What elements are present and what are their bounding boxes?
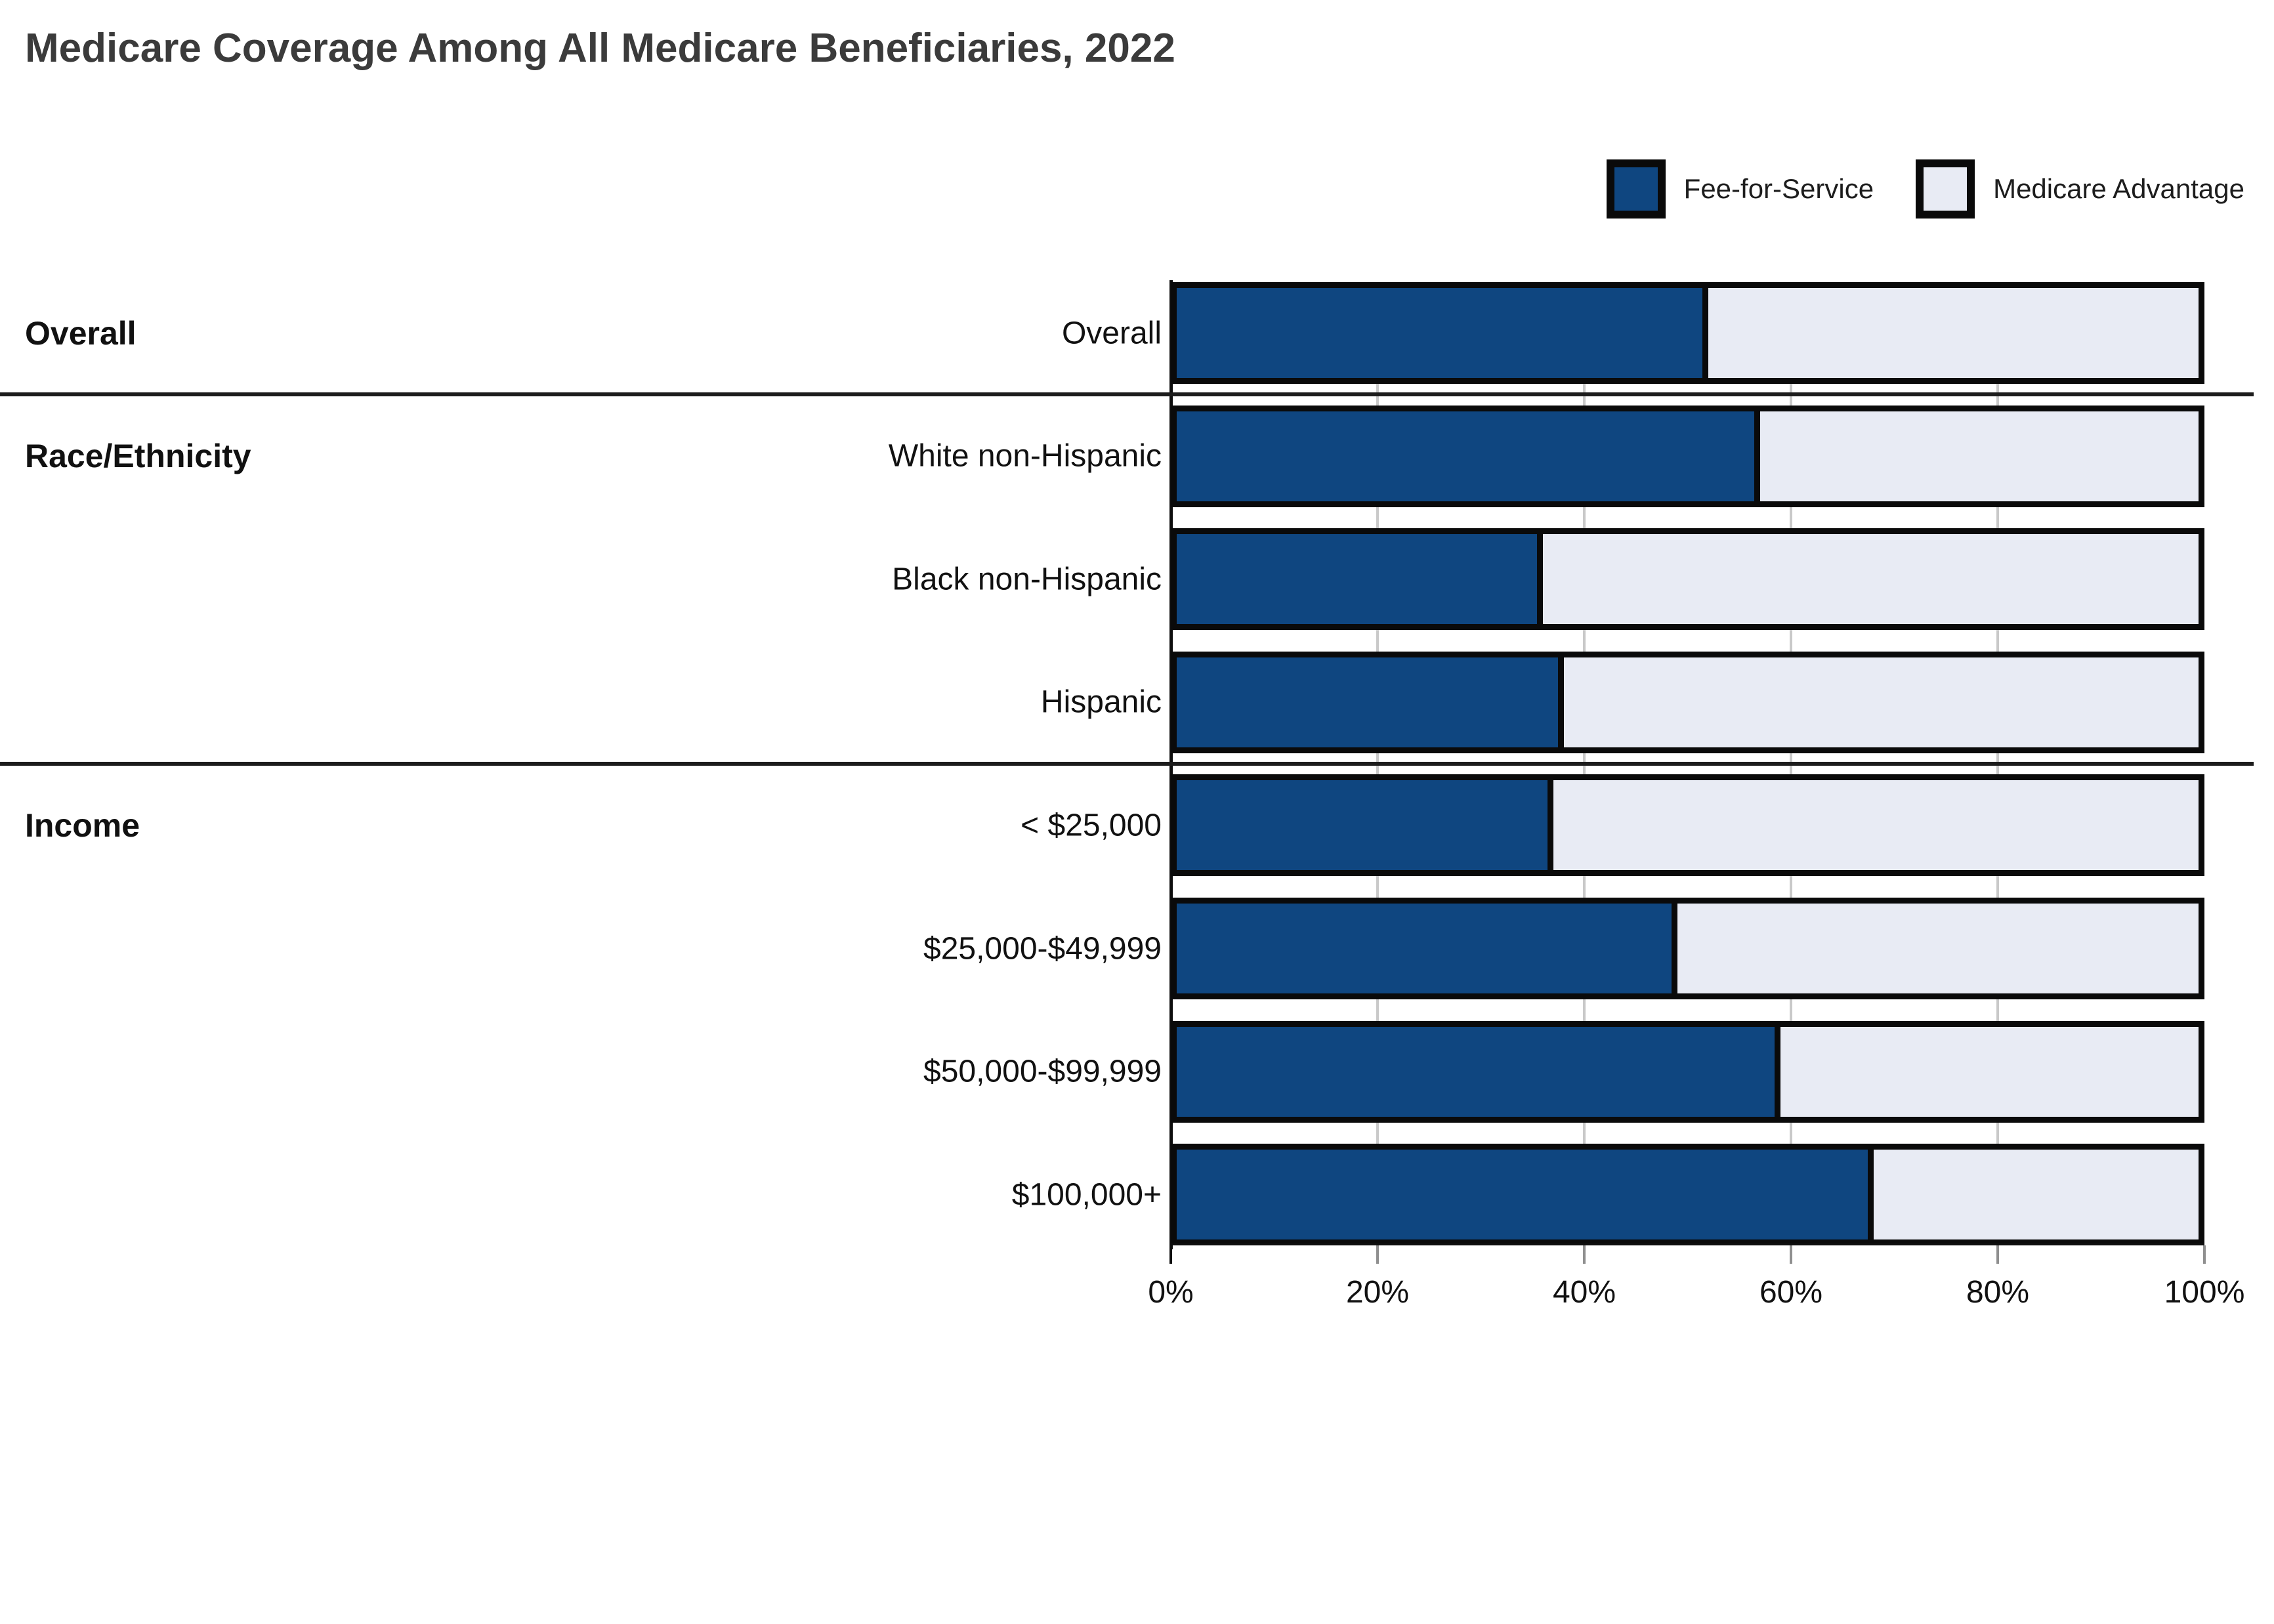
bar-row	[1171, 898, 2204, 999]
bar-row	[1171, 1144, 2204, 1246]
medicare-advantage-swatch-icon	[1916, 159, 1975, 219]
bar-row	[1171, 1020, 2204, 1123]
legend-label: Medicare Advantage	[1993, 173, 2244, 204]
legend-item-medicare-advantage: Medicare Advantage	[1916, 159, 2244, 219]
bar-segment-medicare-advantage	[1677, 898, 2204, 999]
legend-item-fee-for-service: Fee-for-Service	[1606, 159, 1874, 219]
bar-segment-medicare-advantage	[1543, 528, 2204, 631]
group-label: Income	[25, 806, 140, 844]
bar-segment-fee-for-service	[1171, 651, 1564, 753]
bar-segment-fee-for-service	[1171, 898, 1677, 999]
bar-segment-medicare-advantage	[1874, 1144, 2204, 1246]
bar-segment-fee-for-service	[1171, 405, 1760, 507]
bar-segment-medicare-advantage	[1759, 405, 2204, 507]
bar-segment-fee-for-service	[1171, 528, 1543, 631]
bar-segment-fee-for-service	[1171, 774, 1553, 877]
x-axis-tick	[1583, 1245, 1586, 1264]
legend: Fee-for-Service Medicare Advantage	[1606, 159, 2244, 219]
row-label: $50,000-$99,999	[923, 1054, 1162, 1089]
x-axis-tick	[2203, 1245, 2206, 1264]
bar-segment-medicare-advantage	[1563, 651, 2204, 753]
bar-segment-fee-for-service	[1171, 282, 1708, 384]
bar-segment-medicare-advantage	[1553, 774, 2204, 877]
bar-segment-medicare-advantage	[1708, 282, 2204, 384]
group-label: Race/Ethnicity	[25, 438, 251, 475]
bar-segment-fee-for-service	[1171, 1144, 1874, 1246]
x-axis-tick-label: 60%	[1759, 1275, 1823, 1310]
row-label: White non-Hispanic	[888, 438, 1162, 474]
legend-label: Fee-for-Service	[1683, 173, 1874, 204]
x-axis-tick-label: 100%	[2164, 1275, 2245, 1310]
bar-row	[1171, 405, 2204, 507]
bar-row	[1171, 651, 2204, 753]
bar-row	[1171, 282, 2204, 384]
group-label: Overall	[25, 314, 137, 352]
x-axis-tick	[1790, 1245, 1792, 1264]
x-axis-tick	[1996, 1245, 1999, 1264]
x-axis-tick	[1376, 1245, 1379, 1264]
bar-segment-medicare-advantage	[1780, 1020, 2204, 1123]
row-label: Black non-Hispanic	[892, 562, 1162, 597]
row-label: $25,000-$49,999	[923, 931, 1162, 966]
row-label: Hispanic	[1040, 684, 1162, 720]
x-axis-tick	[1169, 1245, 1172, 1264]
x-axis-tick-label: 20%	[1345, 1275, 1410, 1310]
group-divider	[0, 762, 2254, 766]
x-axis-tick-label: 80%	[1966, 1275, 2030, 1310]
x-axis-line	[1171, 1243, 2204, 1246]
bar-row	[1171, 528, 2204, 631]
row-label: < $25,000	[1021, 808, 1162, 843]
row-label: Overall	[1061, 316, 1162, 350]
bar-row	[1171, 774, 2204, 877]
x-axis-tick-label: 40%	[1552, 1275, 1616, 1310]
chart-title: Medicare Coverage Among All Medicare Ben…	[25, 26, 1175, 71]
x-axis-tick-label: 0%	[1148, 1275, 1194, 1310]
bar-segment-fee-for-service	[1171, 1020, 1781, 1123]
row-label: $100,000+	[1011, 1177, 1162, 1213]
group-divider	[0, 392, 2254, 397]
fee-for-service-swatch-icon	[1606, 159, 1666, 219]
